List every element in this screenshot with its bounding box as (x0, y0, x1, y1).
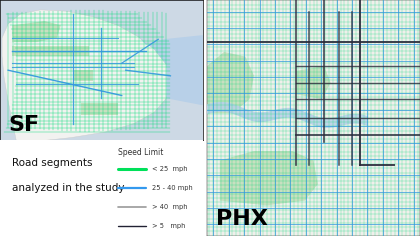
Polygon shape (138, 35, 203, 105)
Text: Speed Limit: Speed Limit (118, 148, 163, 157)
Polygon shape (81, 102, 118, 115)
Polygon shape (297, 66, 331, 99)
Text: SF: SF (8, 115, 39, 135)
Text: 25 - 40 mph: 25 - 40 mph (152, 185, 193, 191)
Polygon shape (207, 0, 420, 236)
Polygon shape (2, 10, 171, 140)
Text: Road segments: Road segments (12, 158, 93, 168)
Text: < 25  mph: < 25 mph (152, 166, 188, 172)
Polygon shape (207, 52, 254, 113)
Polygon shape (73, 70, 93, 81)
Text: > 40  mph: > 40 mph (152, 204, 188, 210)
Polygon shape (12, 46, 89, 56)
Text: analyzed in the study: analyzed in the study (12, 183, 125, 194)
Polygon shape (220, 151, 318, 205)
Text: PHX: PHX (215, 209, 268, 229)
Polygon shape (12, 21, 61, 42)
Text: > 5   mph: > 5 mph (152, 223, 186, 229)
